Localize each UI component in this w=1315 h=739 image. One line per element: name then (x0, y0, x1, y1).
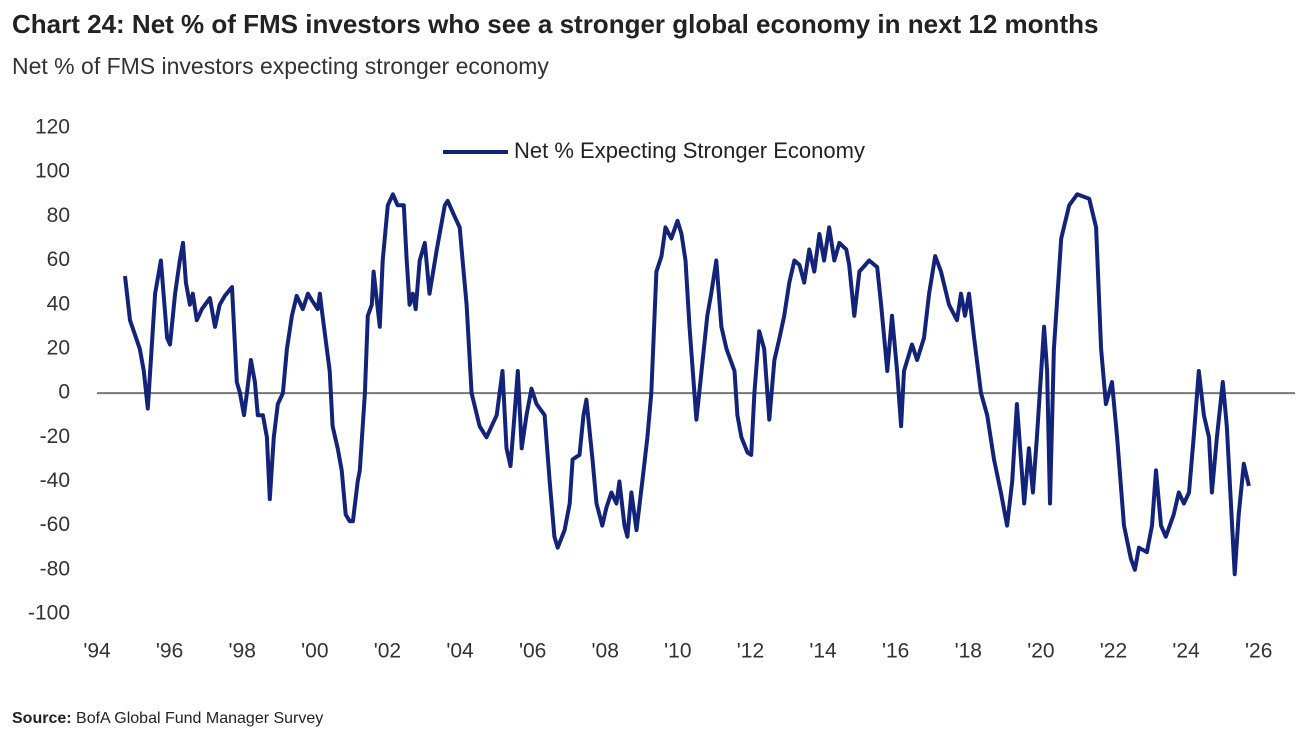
chart-title: Chart 24: Net % of FMS investors who see… (12, 9, 1098, 39)
y-tick-label: 60 (47, 248, 70, 271)
x-tick-label: '94 (83, 640, 111, 663)
y-tick-label: 40 (47, 292, 70, 315)
x-tick-label: '14 (809, 640, 837, 663)
x-tick-label: '96 (156, 640, 183, 663)
y-tick-label: -80 (40, 557, 70, 580)
y-tick-label: 120 (35, 116, 70, 139)
y-tick-label: 20 (47, 336, 70, 359)
chart-subtitle: Net % of FMS investors expecting stronge… (12, 53, 549, 79)
x-tick-label: '00 (301, 640, 328, 663)
y-tick-label: -60 (40, 513, 70, 536)
x-tick-label: '20 (1027, 640, 1054, 663)
x-tick-label: '22 (1100, 640, 1127, 663)
x-tick-label: '16 (882, 640, 909, 663)
legend-label: Net % Expecting Stronger Economy (514, 138, 865, 163)
y-tick-label: -40 (40, 469, 70, 492)
y-tick-label: 80 (47, 204, 70, 227)
source: Source: BofA Global Fund Manager Survey (12, 710, 323, 727)
y-tick-label: -100 (28, 602, 70, 625)
x-tick-label: '04 (446, 640, 474, 663)
x-tick-label: '06 (519, 640, 546, 663)
x-tick-label: '98 (229, 640, 256, 663)
x-tick-label: '10 (664, 640, 691, 663)
x-tick-label: '26 (1245, 640, 1272, 663)
x-tick-label: '08 (592, 640, 619, 663)
source-text: BofA Global Fund Manager Survey (76, 710, 323, 727)
y-tick-label: 0 (58, 381, 70, 404)
x-tick-label: '18 (955, 640, 982, 663)
x-tick-label: '24 (1172, 640, 1200, 663)
source-label: Source: (12, 710, 72, 727)
y-tick-label: 100 (35, 160, 70, 183)
x-tick-label: '02 (374, 640, 401, 663)
x-tick-label: '12 (737, 640, 764, 663)
data-line (123, 192, 1251, 577)
y-tick-label: -20 (40, 425, 70, 448)
